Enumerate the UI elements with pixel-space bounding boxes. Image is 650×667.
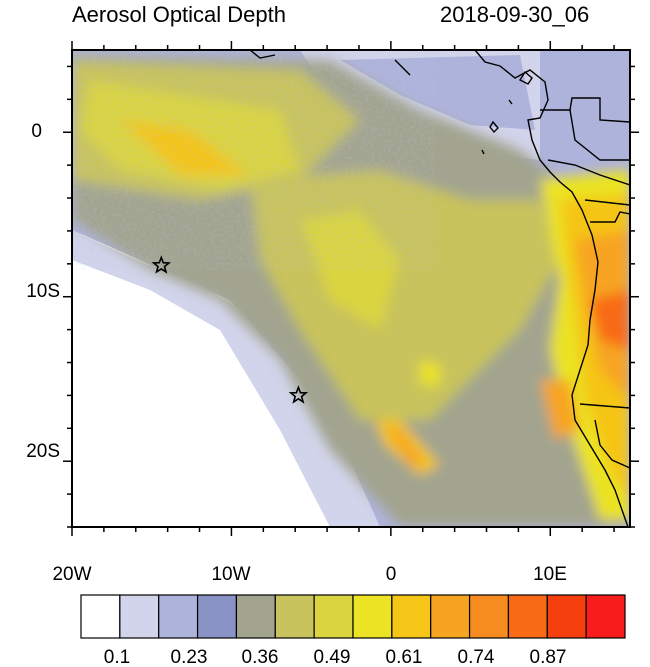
colorbar-swatch	[391, 594, 432, 639]
aod-south-streak-high	[385, 425, 425, 466]
colorbar-swatch	[80, 594, 121, 639]
colorbar-swatch	[313, 594, 354, 639]
y-tick-label: 10S	[26, 281, 60, 302]
colorbar-swatch	[585, 594, 626, 639]
map-title: Aerosol Optical Depth	[72, 2, 286, 27]
y-tick-label: 20S	[26, 441, 60, 462]
colorbar-label: 0.87	[530, 647, 567, 667]
aod-coastal-peak	[590, 290, 630, 350]
star-marker	[288, 385, 309, 404]
star-marker	[151, 255, 172, 274]
colorbar-swatch	[158, 594, 199, 639]
axis-ticks	[63, 41, 639, 536]
colorbar-label: 0.36	[242, 647, 279, 667]
colorbar-swatch	[507, 594, 548, 639]
colorbar-swatch	[196, 594, 238, 639]
colorbar	[80, 594, 626, 639]
plot-frame	[71, 49, 631, 528]
x-tick-label: 0	[386, 564, 397, 585]
colorbar-label: 0.74	[458, 647, 495, 667]
colorbar-swatch	[119, 594, 160, 639]
colorbar-label: 0.23	[171, 647, 208, 667]
aod-field	[72, 50, 630, 527]
aod-texture	[72, 50, 402, 250]
colorbar-swatch	[430, 594, 471, 639]
x-tick-label: 20W	[52, 564, 91, 585]
x-tick-label: 10W	[211, 564, 250, 585]
map-datetime: 2018-09-30_06	[440, 2, 590, 27]
colorbar-label: 0.1	[104, 647, 130, 667]
colorbar-swatch	[546, 594, 587, 639]
aod-south-patch	[420, 360, 440, 385]
colorbar-swatch	[274, 594, 315, 639]
colorbar-label: 0.61	[386, 647, 423, 667]
aod-low-band	[72, 230, 380, 527]
colorbar-swatch	[352, 594, 393, 639]
colorbar-label: 0.49	[314, 647, 351, 667]
aod-southeast-patch	[540, 380, 580, 440]
colorbar-swatch	[235, 594, 276, 639]
y-tick-label: 0	[31, 121, 42, 142]
coastline	[249, 50, 630, 527]
x-tick-label: 10E	[533, 564, 567, 585]
colorbar-swatch	[468, 594, 510, 639]
